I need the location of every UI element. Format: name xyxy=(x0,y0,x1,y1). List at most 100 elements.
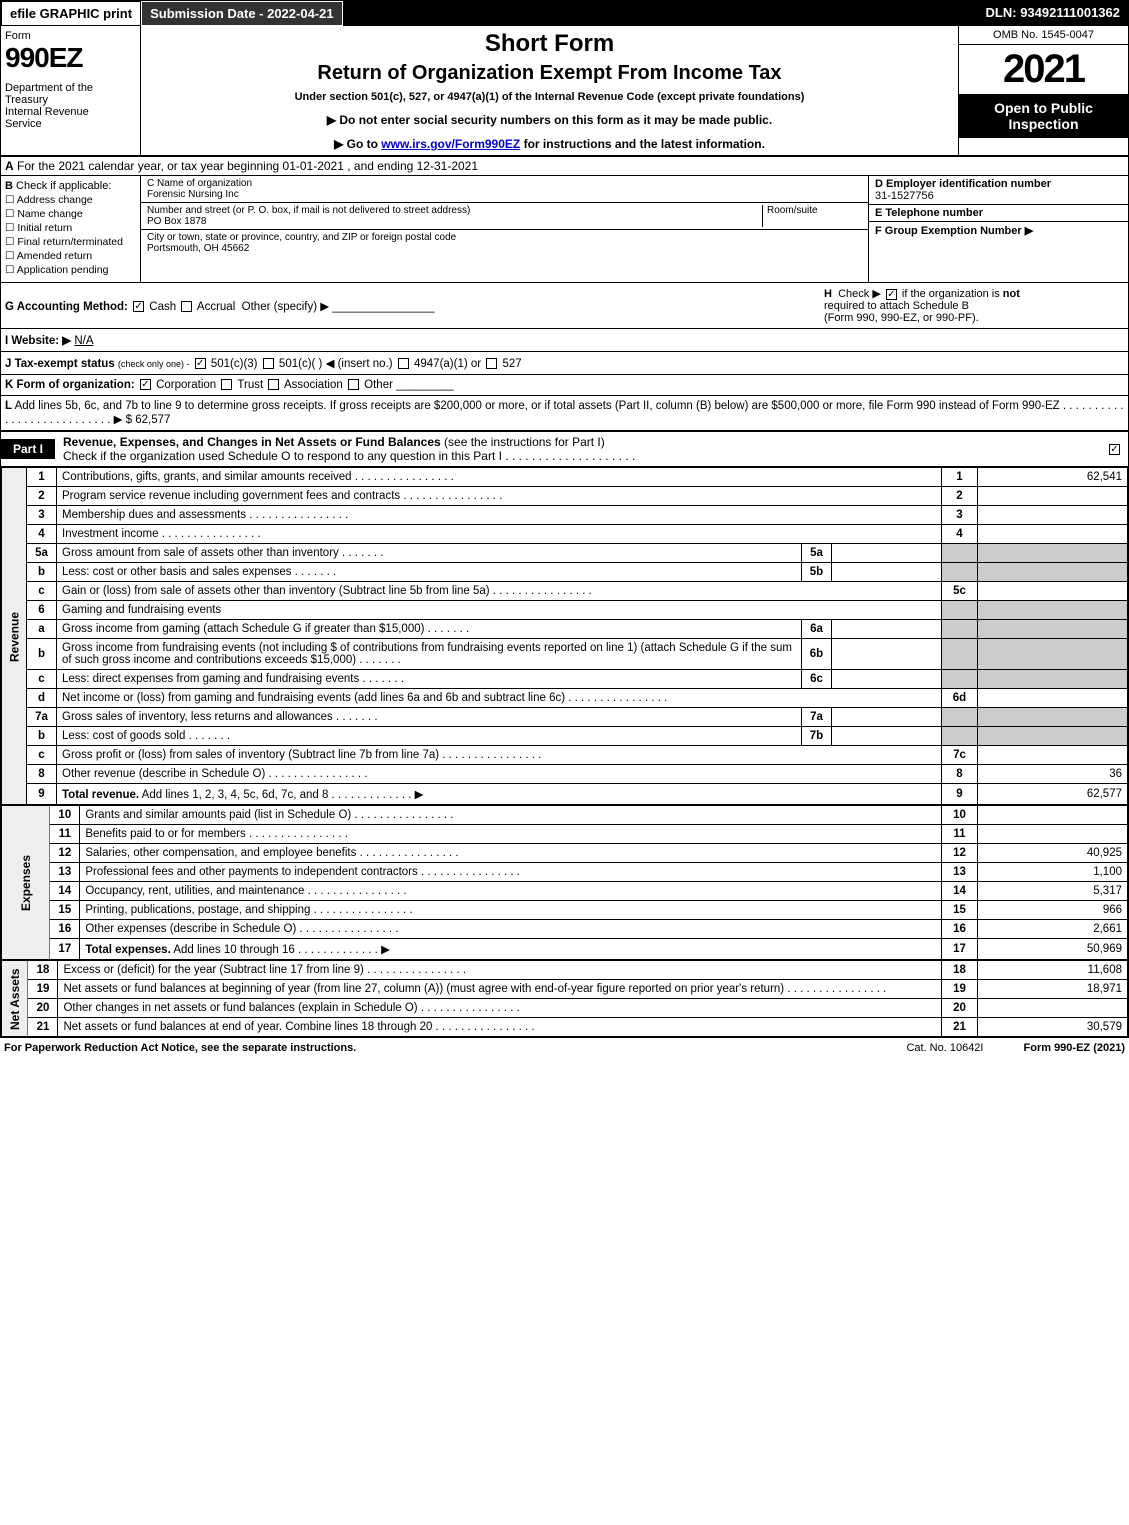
line-rnum: 2 xyxy=(942,487,978,506)
line-desc: Other changes in net assets or fund bala… xyxy=(58,999,942,1018)
amount-shade xyxy=(978,639,1128,670)
line-desc: Total revenue. Add lines 1, 2, 3, 4, 5c,… xyxy=(57,784,942,805)
bcde-block: B Check if applicable: ☐ Address change … xyxy=(1,176,1128,283)
line-row: 5aGross amount from sale of assets other… xyxy=(2,544,1128,563)
chk-4947[interactable] xyxy=(398,358,409,369)
chk-527[interactable] xyxy=(486,358,497,369)
line-number: 13 xyxy=(50,863,80,882)
line-number: 16 xyxy=(50,920,80,939)
line-amount xyxy=(978,999,1128,1018)
g-label: G Accounting Method: xyxy=(5,301,128,313)
note-post: for instructions and the latest informat… xyxy=(520,137,765,151)
chk-trust[interactable] xyxy=(221,379,232,390)
line-row: 19Net assets or fund balances at beginni… xyxy=(2,980,1128,999)
chk-501c[interactable] xyxy=(263,358,274,369)
form-header: Form 990EZ Department of theTreasuryInte… xyxy=(1,26,1128,157)
h-label: H xyxy=(824,288,832,300)
rnum-shade xyxy=(942,670,978,689)
chk-501c3[interactable] xyxy=(195,358,206,369)
line-rnum: 19 xyxy=(942,980,978,999)
line-number: a xyxy=(27,620,57,639)
line-number: 15 xyxy=(50,901,80,920)
chk-schedule-o[interactable] xyxy=(1109,444,1120,455)
chk-initial-return[interactable]: ☐ Initial return xyxy=(5,222,136,234)
line-row: 17Total expenses. Add lines 10 through 1… xyxy=(2,939,1128,960)
line-rnum: 8 xyxy=(942,765,978,784)
submission-date: Submission Date - 2022-04-21 xyxy=(141,1,343,26)
line-number: c xyxy=(27,746,57,765)
chk-corp[interactable] xyxy=(140,379,151,390)
line-rnum: 1 xyxy=(942,468,978,487)
row-l: L Add lines 5b, 6c, and 7b to line 9 to … xyxy=(1,396,1128,431)
omb-number: OMB No. 1545-0047 xyxy=(959,26,1128,45)
mini-value xyxy=(832,670,942,689)
l-amount: ▶ $ 62,577 xyxy=(114,414,171,426)
amount-shade xyxy=(978,670,1128,689)
line-row: 6Gaming and fundraising events xyxy=(2,601,1128,620)
chk-accrual[interactable] xyxy=(181,301,192,312)
chk-final-return[interactable]: ☐ Final return/terminated xyxy=(5,236,136,248)
row-a-text: For the 2021 calendar year, or tax year … xyxy=(17,159,478,173)
line-desc: Gross income from gaming (attach Schedul… xyxy=(57,620,802,639)
chk-address-change[interactable]: ☐ Address change xyxy=(5,194,136,206)
line-desc: Printing, publications, postage, and shi… xyxy=(80,901,942,920)
row-a-label: A xyxy=(5,159,14,173)
open-inspection: Open to Public Inspection xyxy=(959,94,1128,138)
line-rnum: 4 xyxy=(942,525,978,544)
website-value: N/A xyxy=(74,335,93,347)
mini-label: 6b xyxy=(802,639,832,670)
line-desc: Professional fees and other payments to … xyxy=(80,863,942,882)
line-row: cLess: direct expenses from gaming and f… xyxy=(2,670,1128,689)
line-desc: Gain or (loss) from sale of assets other… xyxy=(57,582,942,601)
col-b-label: B xyxy=(5,180,13,192)
chk-other[interactable] xyxy=(348,379,359,390)
irs-link[interactable]: www.irs.gov/Form990EZ xyxy=(381,137,520,151)
line-rnum: 14 xyxy=(942,882,978,901)
room-label: Room/suite xyxy=(762,205,862,227)
mini-label: 5a xyxy=(802,544,832,563)
line-amount xyxy=(978,689,1128,708)
chk-schedule-b[interactable] xyxy=(886,289,897,300)
row-a: A For the 2021 calendar year, or tax yea… xyxy=(1,157,1128,176)
phone-label: E Telephone number xyxy=(875,207,983,219)
header-center: Short Form Return of Organization Exempt… xyxy=(141,26,958,155)
line-number: d xyxy=(27,689,57,708)
city-value: Portsmouth, OH 45662 xyxy=(147,243,249,254)
part1-header: Part I Revenue, Expenses, and Changes in… xyxy=(1,431,1128,467)
ssn-note: ▶ Do not enter social security numbers o… xyxy=(145,113,954,127)
chk-application-pending[interactable]: ☐ Application pending xyxy=(5,264,136,276)
form-title: Return of Organization Exempt From Incom… xyxy=(145,62,954,85)
col-b: B Check if applicable: ☐ Address change … xyxy=(1,176,141,282)
line-row: Net Assets18Excess or (deficit) for the … xyxy=(2,961,1128,980)
rnum-shade xyxy=(942,727,978,746)
line-rnum: 9 xyxy=(942,784,978,805)
line-row: 15Printing, publications, postage, and s… xyxy=(2,901,1128,920)
line-desc: Other expenses (describe in Schedule O) … xyxy=(80,920,942,939)
line-amount: 18,971 xyxy=(978,980,1128,999)
line-row: 8Other revenue (describe in Schedule O) … xyxy=(2,765,1128,784)
line-rnum: 10 xyxy=(942,806,978,825)
section-label: Revenue xyxy=(2,468,27,805)
chk-cash[interactable] xyxy=(133,301,144,312)
line-number: 6 xyxy=(27,601,57,620)
line-number: c xyxy=(27,670,57,689)
topbar-spacer xyxy=(343,1,978,26)
addr-value: PO Box 1878 xyxy=(147,216,206,227)
dln-label: DLN: 93492111001362 xyxy=(978,1,1128,26)
line-amount xyxy=(978,825,1128,844)
chk-assoc[interactable] xyxy=(268,379,279,390)
mini-label: 7b xyxy=(802,727,832,746)
mini-label: 5b xyxy=(802,563,832,582)
chk-amended-return[interactable]: ☐ Amended return xyxy=(5,250,136,262)
line-number: 3 xyxy=(27,506,57,525)
efile-label: efile GRAPHIC print xyxy=(1,1,141,26)
l-text: Add lines 5b, 6c, and 7b to line 9 to de… xyxy=(15,400,1060,412)
amount-shade xyxy=(978,544,1128,563)
chk-name-change[interactable]: ☐ Name change xyxy=(5,208,136,220)
header-right: OMB No. 1545-0047 2021 Open to Public In… xyxy=(958,26,1128,155)
org-name-cell: C Name of organization Forensic Nursing … xyxy=(141,176,868,203)
line-row: dNet income or (loss) from gaming and fu… xyxy=(2,689,1128,708)
amount-shade xyxy=(978,708,1128,727)
line-row: 4Investment income . . . . . . . . . . .… xyxy=(2,525,1128,544)
line-number: 8 xyxy=(27,765,57,784)
